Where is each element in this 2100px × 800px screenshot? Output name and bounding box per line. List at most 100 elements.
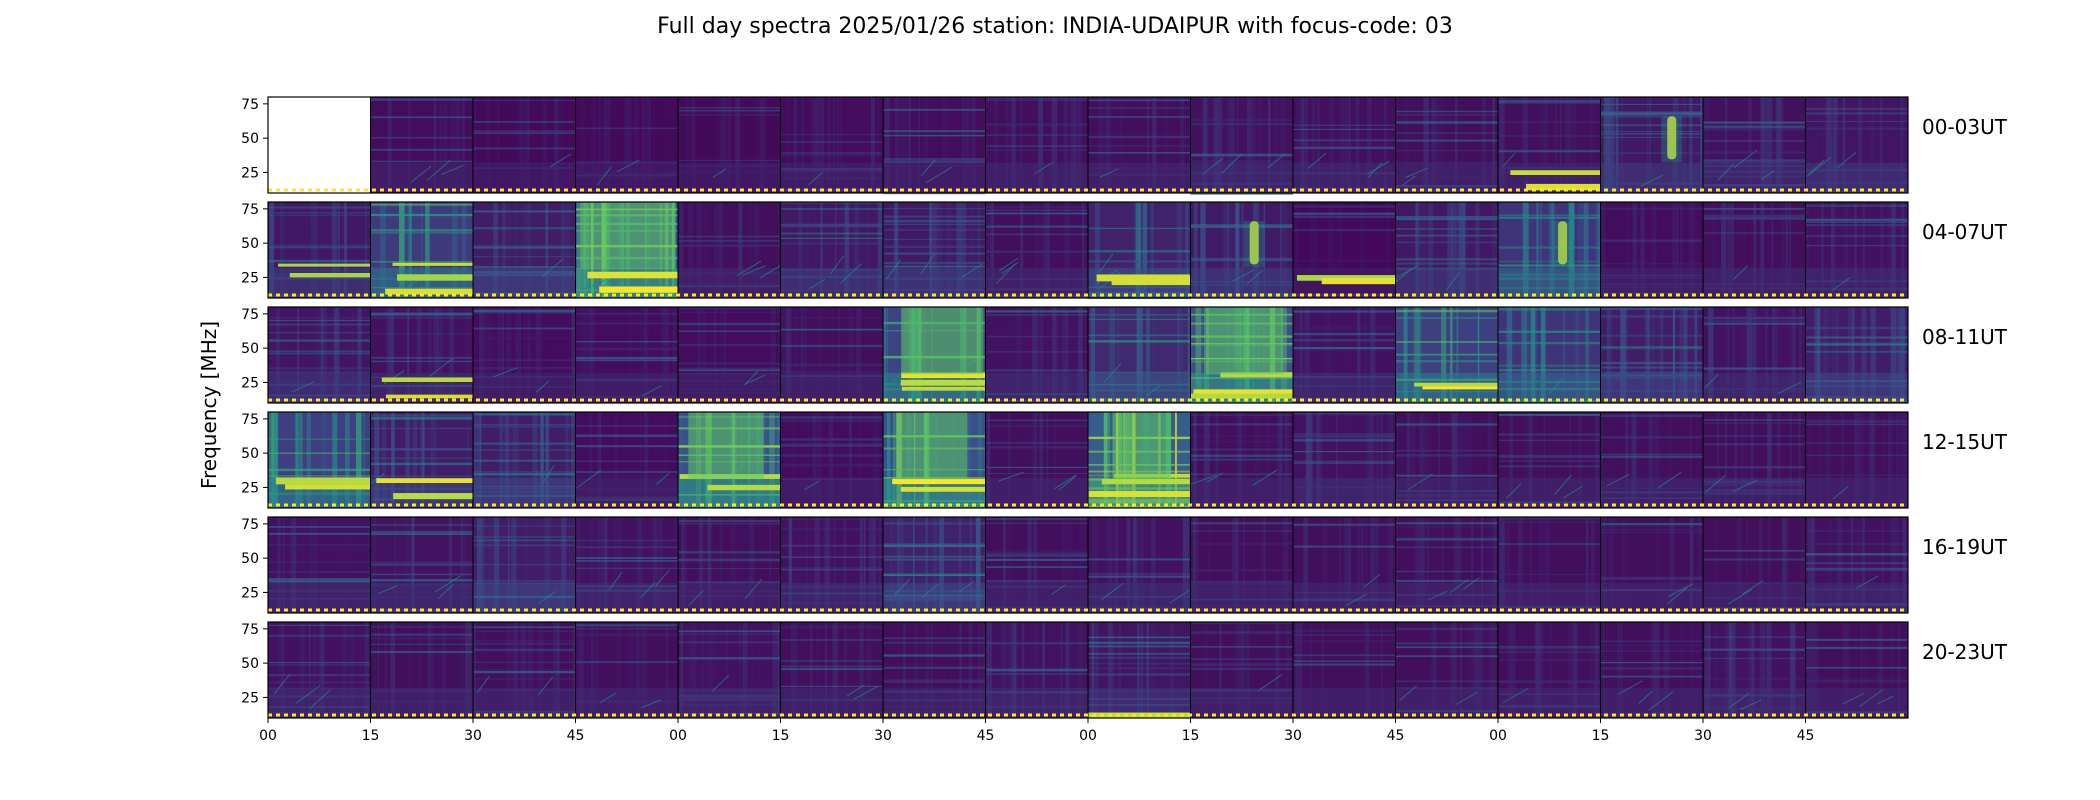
freq-line: [780, 242, 883, 245]
freq-line: [1293, 219, 1396, 222]
spectrum-panel: [473, 622, 576, 718]
freq-line: [985, 566, 1088, 569]
time-stripe: [478, 307, 485, 403]
time-stripe: [913, 622, 918, 718]
freq-line: [473, 423, 576, 426]
time-stripe: [918, 97, 921, 193]
freq-line: [1805, 112, 1908, 115]
time-stripe: [473, 97, 477, 193]
low-band: [370, 162, 473, 193]
freq-line: [473, 563, 576, 566]
sweep-line: [1053, 474, 1077, 490]
freq-line: [268, 532, 371, 536]
freq-line: [1293, 660, 1396, 662]
freq-line: [1088, 144, 1191, 147]
time-stripe: [666, 622, 669, 718]
x-tick-label: 30: [1284, 728, 1302, 744]
spectrum-panel: [678, 622, 781, 718]
freq-line: [370, 523, 473, 526]
low-band: [1805, 372, 1908, 403]
low-band: [780, 582, 883, 613]
time-stripe: [1471, 517, 1474, 613]
freq-line: [1703, 558, 1806, 561]
freq-line: [1293, 640, 1396, 642]
freq-line: [1190, 622, 1293, 624]
spectrum-panel: [575, 412, 678, 508]
low-band: [1498, 372, 1601, 403]
freq-line: [1395, 110, 1498, 113]
spectrum-panel: [1395, 412, 1498, 508]
time-stripe: [720, 307, 722, 403]
x-tick-label: 30: [464, 728, 482, 744]
time-stripe: [1840, 412, 1845, 508]
freq-line: [370, 633, 473, 636]
freq-line: [473, 459, 576, 462]
time-stripe: [688, 202, 693, 298]
time-stripe: [268, 412, 275, 508]
time-stripe: [1861, 517, 1865, 613]
time-stripe: [1063, 517, 1066, 613]
spectrum-panel: [1293, 517, 1396, 613]
time-stripe: [708, 517, 713, 613]
low-band: [268, 582, 371, 613]
time-stripe: [1361, 517, 1363, 613]
time-stripe: [856, 97, 858, 193]
time-stripe: [269, 202, 275, 298]
freq-line: [268, 367, 371, 370]
low-band: [473, 477, 576, 508]
spectrum-panel: [1805, 517, 1908, 613]
x-tick-label: 15: [362, 728, 380, 744]
time-stripe: [561, 202, 565, 298]
spectrum-panel: [780, 307, 883, 403]
time-stripe: [812, 412, 817, 508]
time-stripe: [869, 307, 873, 403]
freq-line: [370, 148, 473, 151]
time-stripe: [691, 97, 696, 193]
time-stripe: [1260, 517, 1266, 613]
sweep-line: [808, 172, 823, 186]
time-stripe: [613, 517, 620, 613]
time-stripe: [1900, 307, 1904, 403]
time-stripe: [1481, 517, 1484, 613]
freq-line: [268, 339, 371, 342]
freq-line: [1703, 127, 1806, 129]
freq-line: [575, 127, 678, 129]
freq-line: [1805, 120, 1908, 122]
freq-line: [1498, 432, 1601, 435]
spectrum-panel: [370, 97, 473, 193]
time-stripe: [1140, 97, 1143, 193]
time-stripe: [418, 622, 421, 718]
low-band: [1703, 477, 1806, 508]
time-stripe: [911, 97, 917, 193]
freq-line: [985, 369, 1088, 372]
freq-line: [1805, 350, 1908, 353]
time-stripe: [1338, 97, 1344, 193]
freq-line: [985, 134, 1088, 136]
freq-line: [370, 579, 473, 582]
time-stripe: [1091, 517, 1097, 613]
freq-line: [268, 350, 371, 353]
time-stripe: [1866, 307, 1869, 403]
freq-line: [1190, 622, 1293, 625]
time-stripe: [1854, 202, 1857, 298]
time-stripe: [1403, 97, 1408, 193]
time-stripe: [607, 97, 611, 193]
freq-line: [575, 557, 678, 560]
time-stripe: [751, 622, 753, 718]
freq-line: [1498, 307, 1601, 310]
time-stripe: [871, 97, 875, 193]
sweep-line: [1657, 471, 1682, 489]
time-stripe: [1732, 307, 1735, 403]
time-stripe: [933, 622, 935, 718]
freq-line: [1395, 228, 1498, 230]
time-stripe: [1772, 307, 1776, 403]
freq-line: [1600, 662, 1703, 664]
time-stripe: [1621, 517, 1628, 613]
low-band: [575, 372, 678, 403]
time-stripe: [1861, 307, 1867, 403]
time-stripe: [337, 202, 340, 298]
time-stripe: [1902, 202, 1905, 298]
freq-line: [985, 673, 1088, 675]
time-stripe: [1798, 412, 1801, 508]
